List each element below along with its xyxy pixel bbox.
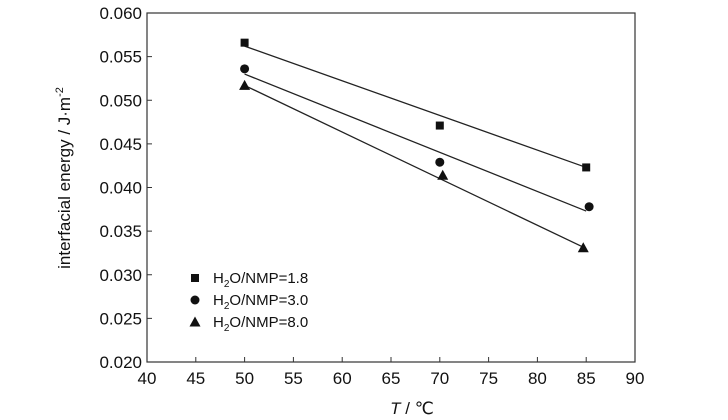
y-tick-label: 0.050 <box>99 91 142 110</box>
data-markers <box>239 38 594 253</box>
y-tick-label: 0.020 <box>99 353 142 372</box>
x-axis-title: T / ℃ <box>390 399 434 418</box>
x-tick-label: 60 <box>333 369 352 388</box>
y-axis-title: interfacial energy / J·m-2 <box>54 87 74 269</box>
data-point-series-3 <box>577 242 589 253</box>
data-point-series-3 <box>239 79 251 90</box>
x-tick-label: 70 <box>430 369 449 388</box>
y-tick-label: 0.045 <box>99 135 142 154</box>
legend-label-series-3: H2O/NMP=8.0 <box>213 314 308 334</box>
x-tick-label: 40 <box>138 369 157 388</box>
legend-marker-series-3 <box>189 316 201 327</box>
x-axis-title-unit: / ℃ <box>401 399 434 418</box>
x-tick-label: 50 <box>235 369 254 388</box>
fit-line-series-3 <box>244 84 587 250</box>
y-tick-label: 0.035 <box>99 222 142 241</box>
x-tick-label: 55 <box>284 369 303 388</box>
x-tick-label: 75 <box>479 369 498 388</box>
legend-marker-series-2 <box>190 295 200 305</box>
y-tick-label: 0.025 <box>99 309 142 328</box>
x-tick-label: 80 <box>528 369 547 388</box>
fit-lines <box>244 45 587 250</box>
x-axis: 40 45 50 55 60 65 70 75 80 85 90 <box>138 357 645 388</box>
legend-label-series-1: H2O/NMP=1.8 <box>213 270 308 290</box>
fit-line-series-2 <box>244 73 587 212</box>
legend-marker-series-1 <box>191 274 199 282</box>
y-tick-label: 0.060 <box>99 4 142 23</box>
x-axis-title-variable: T <box>390 399 402 418</box>
y-tick-label: 0.055 <box>99 48 142 67</box>
data-point-series-1 <box>582 163 591 172</box>
fit-line-series-1 <box>244 45 587 169</box>
data-point-series-3 <box>437 169 449 180</box>
y-tick-label: 0.040 <box>99 179 142 198</box>
x-tick-label: 85 <box>577 369 596 388</box>
plot-frame <box>146 12 636 363</box>
data-point-series-1 <box>435 121 444 130</box>
legend-label-series-2: H2O/NMP=3.0 <box>213 292 308 312</box>
x-tick-label: 90 <box>626 369 645 388</box>
y-axis: 0.020 0.025 0.030 0.035 0.040 0.045 0.050 0.055… <box>99 4 152 372</box>
x-tick-label: 65 <box>382 369 401 388</box>
data-point-series-2 <box>584 202 594 212</box>
data-point-series-1 <box>240 38 249 47</box>
x-tick-label: 45 <box>186 369 205 388</box>
y-tick-label: 0.030 <box>99 266 142 285</box>
data-point-series-2 <box>240 64 250 74</box>
data-point-series-2 <box>435 157 445 167</box>
y-axis-title-text: interfacial energy / J·m <box>55 97 74 269</box>
y-axis-title-superscript: -2 <box>54 87 66 97</box>
